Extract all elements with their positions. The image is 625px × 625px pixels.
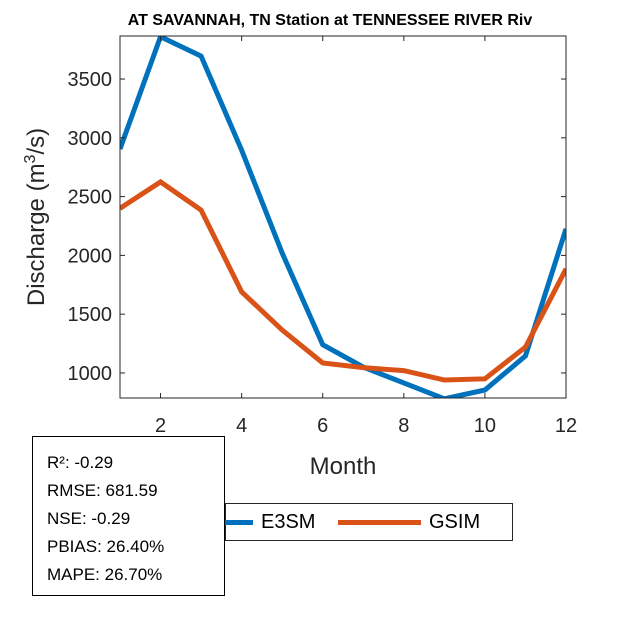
y-tick-label: 1000	[68, 363, 113, 385]
y-tick-label: 3000	[68, 128, 113, 150]
x-tick-label: 10	[474, 415, 496, 437]
x-axis: 2 4 6 8 10 12	[155, 36, 577, 437]
stats-box: R²: -0.29 RMSE: 681.59 NSE: -0.29 PBIAS:…	[32, 436, 225, 596]
series-line-gsim	[120, 178, 566, 383]
y-axis-label-prefix: Discharge (m	[23, 163, 50, 306]
stat-mape: MAPE: 26.70%	[47, 565, 163, 584]
stat-nse: NSE: -0.29	[47, 509, 131, 528]
y-tick-label: 2000	[68, 245, 113, 267]
x-tick-label: 12	[555, 415, 577, 437]
x-axis-label: Month	[310, 453, 377, 480]
stat-rmse: RMSE: 681.59	[47, 481, 158, 500]
legend-label-e3sm: E3SM	[261, 510, 316, 533]
legend-label-gsim: GSIM	[429, 510, 481, 533]
legend-item-gsim: GSIM	[338, 504, 480, 540]
series-layer	[120, 36, 566, 398]
legend-swatch-gsim	[338, 519, 421, 525]
y-tick-label: 2500	[68, 187, 113, 209]
stat-r2: R²: -0.29	[47, 453, 114, 472]
stat-pbias: PBIAS: 26.40%	[47, 537, 165, 556]
y-axis-label: Discharge (m3/s)	[22, 128, 50, 306]
axes-box	[119, 35, 567, 399]
plot-area	[120, 36, 566, 398]
x-tick-label: 4	[236, 415, 247, 437]
chart-title: AT SAVANNAH, TN Station at TENNESSEE RIV…	[128, 12, 533, 29]
y-tick-label: 3500	[68, 69, 113, 91]
y-axis-label-superscript: 3	[22, 154, 39, 163]
y-axis: 1000 1500 2000 2500 3000 3500	[68, 69, 566, 385]
x-tick-label: 2	[155, 415, 166, 437]
x-tick-label: 8	[398, 415, 409, 437]
series-line-e3sm	[120, 36, 566, 398]
x-tick-label: 6	[317, 415, 328, 437]
y-axis-label-suffix: /s)	[23, 128, 50, 155]
y-tick-label: 1500	[68, 304, 113, 326]
legend: E3SM GSIM	[170, 503, 513, 541]
